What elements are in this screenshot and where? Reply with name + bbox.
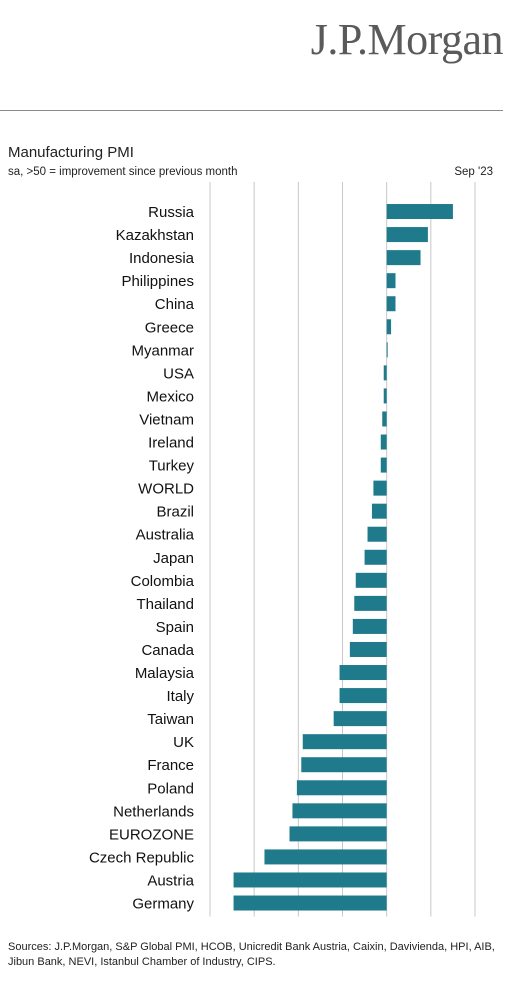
bar [382, 411, 387, 427]
bar [386, 342, 388, 358]
category-label: Ireland [148, 435, 194, 452]
bar [289, 826, 387, 842]
bar [386, 273, 396, 289]
chart-title: Manufacturing PMI [8, 144, 134, 161]
bar [386, 319, 392, 335]
bar [386, 227, 428, 243]
sources-note: Sources: J.P.Morgan, S&P Global PMI, HCO… [8, 941, 495, 968]
bar [386, 250, 421, 266]
category-label: Canada [141, 642, 194, 659]
category-label: Russia [148, 204, 195, 221]
bar [383, 365, 387, 381]
bar [352, 618, 387, 634]
header-divider [0, 110, 503, 111]
bar [233, 895, 387, 911]
bar [339, 665, 387, 681]
bar [371, 503, 387, 519]
bar [373, 480, 387, 496]
category-label: Philippines [121, 273, 194, 290]
bar [339, 688, 387, 704]
category-label: Thailand [136, 596, 194, 613]
category-label: Turkey [149, 458, 195, 475]
category-label: Indonesia [129, 250, 195, 267]
category-label: Italy [166, 688, 194, 705]
category-label: Japan [153, 550, 194, 567]
bar [292, 803, 387, 819]
category-label: USA [163, 365, 194, 382]
chart-category-labels: Russia Kazakhstan Indonesia Philippines Chin… [89, 204, 195, 913]
bar [386, 296, 396, 312]
bar [383, 388, 387, 404]
bar [296, 780, 387, 796]
category-label: WORLD [138, 481, 194, 498]
bar [354, 595, 387, 611]
category-label: Netherlands [113, 803, 194, 820]
category-label: France [147, 757, 194, 774]
bar [386, 204, 453, 220]
bar [364, 549, 387, 565]
category-label: Brazil [156, 504, 194, 521]
bar [264, 849, 387, 865]
jpmorgan-logo: J.P.Morgan [310, 15, 504, 64]
bar [380, 434, 387, 450]
category-label: Spain [156, 619, 194, 636]
category-label: Poland [147, 780, 194, 797]
chart-date: Sep '23 [454, 166, 493, 178]
bar [355, 572, 387, 588]
bar [233, 872, 387, 888]
category-label: EUROZONE [109, 826, 194, 843]
category-label: Taiwan [147, 711, 194, 728]
pmi-bar-chart: Russia Kazakhstan Indonesia Philippines Chin… [89, 182, 476, 917]
bar [349, 641, 387, 657]
chart-bars [233, 204, 453, 911]
category-label: Greece [145, 319, 194, 336]
category-label: UK [173, 734, 194, 751]
bar [301, 757, 387, 773]
category-label: Czech Republic [89, 849, 195, 866]
bar [333, 711, 387, 727]
category-label: Myanmar [131, 342, 194, 359]
category-label: China [155, 296, 195, 313]
category-label: Australia [136, 527, 195, 544]
category-label: Austria [147, 872, 194, 889]
category-label: Malaysia [135, 665, 195, 682]
category-label: Mexico [146, 388, 194, 405]
category-label: Kazakhstan [116, 227, 194, 244]
bar [367, 526, 387, 542]
category-label: Vietnam [139, 411, 194, 428]
bar [380, 457, 387, 473]
chart-subtitle: sa, >50 = improvement since previous mon… [8, 166, 238, 178]
category-label: Colombia [131, 573, 195, 590]
bar [302, 734, 387, 750]
category-label: Germany [132, 896, 194, 913]
